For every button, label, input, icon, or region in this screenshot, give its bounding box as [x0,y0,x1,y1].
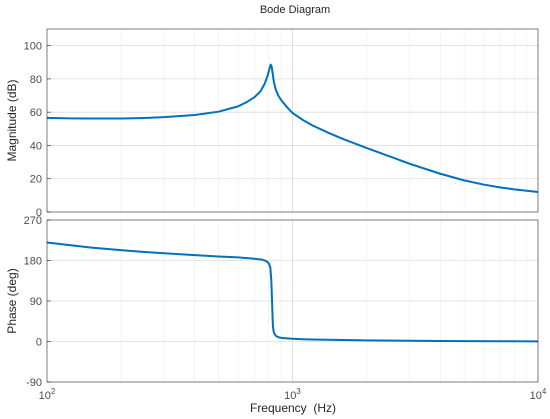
y-tick-label: 60 [30,107,42,119]
magnitude-y-tick-labels: 0 20 40 60 80 100 [24,41,51,219]
x-tick-label: 104 [530,387,547,402]
magnitude-axes-frame [46,28,539,213]
magnitude-y-axis-label: Magnitude (dB) [5,79,19,161]
x-tick-label: 103 [284,387,301,402]
phase-panel: -90 0 90 180 270 Phase (deg) [5,215,539,389]
y-tick-label: 40 [30,140,42,152]
y-tick-label: -90 [26,377,42,389]
magnitude-curve [46,63,539,194]
phase-y-tick-labels: -90 0 90 180 270 [24,215,51,389]
y-tick-label: 0 [36,337,42,349]
y-tick-label: 270 [24,215,42,227]
frequency-x-tick-labels: 102 103 104 [39,387,547,402]
phase-y-axis-label: Phase (deg) [5,268,19,333]
chart-title: Bode Diagram [260,4,330,16]
x-tick-label: 102 [39,387,56,402]
y-tick-label: 100 [24,41,42,53]
y-tick-label: 180 [24,256,42,268]
x-axis-label: Frequency (Hz) [250,401,336,415]
y-tick-label: 90 [30,296,42,308]
y-tick-label: 80 [30,74,42,86]
magnitude-panel: 0 20 40 60 80 100 Magnitude (dB) [5,28,539,219]
magnitude-grid [47,29,538,212]
phase-grid [47,220,538,382]
y-tick-label: 20 [30,174,42,186]
y-tick-label: 0 [36,207,42,219]
phase-curve [46,241,539,343]
